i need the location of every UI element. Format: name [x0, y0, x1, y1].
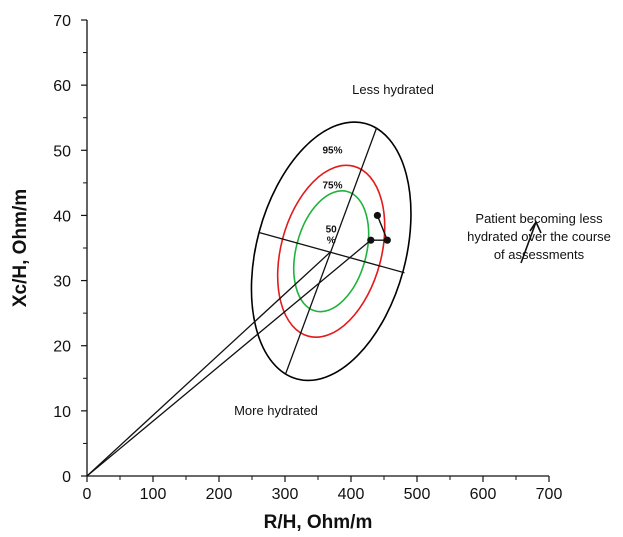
x-tick-label: 500 — [404, 486, 431, 503]
trend-note-line-2: hydrated over the course — [467, 229, 611, 244]
tolerance-ellipse — [293, 189, 370, 313]
percentile-label: 95% — [323, 146, 343, 157]
y-tick-label: 70 — [53, 13, 71, 30]
x-tick-label: 0 — [83, 486, 92, 503]
x-axis-ticks: 0 100 200 300 400 500 600 700 — [83, 476, 563, 503]
y-axis-title: Xc/H, Ohm/m — [10, 189, 31, 307]
y-tick-label: 10 — [53, 404, 71, 421]
patient-point — [383, 236, 391, 244]
tolerance-ellipse — [276, 164, 386, 338]
x-tick-label: 400 — [338, 486, 365, 503]
more-hydrated-label: More hydrated — [234, 403, 318, 418]
patient-point — [367, 236, 375, 244]
plot-area: 95% 75% 50% — [86, 121, 542, 477]
y-tick-label: 30 — [53, 274, 71, 291]
x-axis-title: R/H, Ohm/m — [264, 512, 373, 533]
y-tick-label: 60 — [53, 78, 71, 95]
trend-note-line-3: of assessments — [494, 247, 585, 262]
y-axis-ticks: 0 10 20 30 40 50 60 70 — [53, 13, 87, 486]
x-tick-label: 300 — [272, 486, 299, 503]
y-tick-label: 40 — [53, 208, 71, 225]
patient-point — [373, 211, 381, 220]
trend-arrow-head — [529, 220, 542, 234]
x-tick-label: 100 — [140, 486, 167, 503]
axes: 0 100 200 300 400 500 600 700 0 10 20 30 40 50 60 70 — [53, 13, 562, 503]
trend-arrow-shaft — [520, 221, 537, 264]
less-hydrated-label: Less hydrated — [352, 82, 434, 97]
x-tick-label: 700 — [536, 486, 563, 503]
x-tick-label: 600 — [470, 486, 497, 503]
ellipse-axis-line — [258, 231, 405, 274]
ellipse-axis-line — [285, 127, 378, 374]
y-tick-label: 20 — [53, 339, 71, 356]
trend-note-line-1: Patient becoming less — [475, 211, 603, 226]
percentile-label: 50% — [326, 224, 338, 246]
x-tick-label: 200 — [206, 486, 233, 503]
percentile-label: 75% — [323, 181, 343, 192]
y-tick-label: 0 — [62, 469, 71, 486]
y-tick-label: 50 — [53, 143, 71, 160]
vector-line — [86, 239, 372, 477]
vector-line — [86, 250, 332, 477]
